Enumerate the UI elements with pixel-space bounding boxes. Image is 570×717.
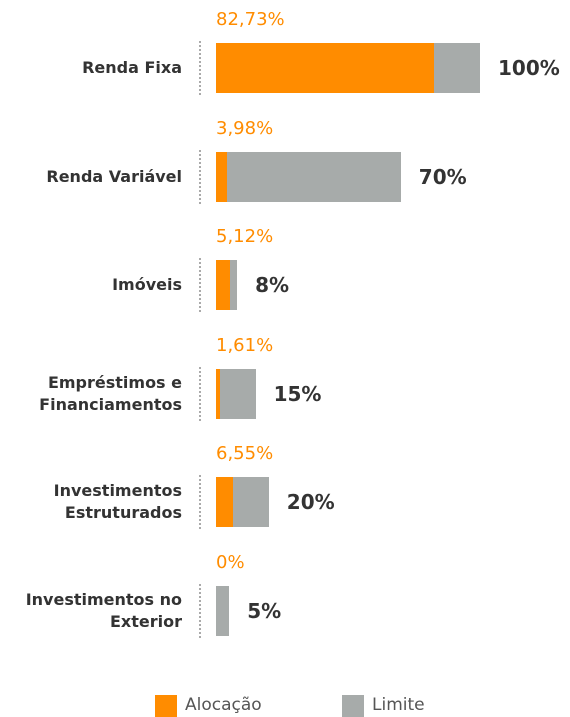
allocation-bar (216, 477, 234, 527)
allocation-label: 1,61% (216, 334, 274, 356)
limit-bar (216, 585, 230, 636)
allocation-label: 5,12% (216, 226, 274, 247)
limit-label: 100% (498, 56, 560, 80)
category-label: Investimentos Estruturados (53, 481, 182, 522)
limit-label: 20% (286, 490, 335, 514)
allocation-label: 3,98% (216, 117, 274, 139)
allocation-bar (216, 368, 221, 419)
limit-bar (216, 368, 256, 419)
legend-label: Limite (372, 695, 425, 715)
legend-swatch (342, 695, 364, 717)
category-label: Renda Fixa (82, 58, 182, 77)
separator (199, 258, 201, 312)
category-label: Imóveis (112, 275, 182, 294)
limit-label: 15% (273, 381, 322, 406)
separator (199, 475, 201, 529)
legend-swatch (155, 695, 177, 717)
allocation-label: 6,55% (216, 443, 274, 464)
allocation-label: 82,73% (216, 9, 285, 30)
allocation-bar (216, 260, 230, 310)
separator (199, 583, 201, 638)
allocation-label: 0% (216, 551, 245, 573)
category-label: Renda Variável (46, 166, 182, 186)
category-label: Empréstimos e Financiamentos (39, 372, 182, 414)
limit-label: 8% (255, 273, 290, 297)
limit-label: 5% (247, 598, 282, 623)
separator (199, 41, 201, 95)
separator (199, 149, 201, 204)
limit-bar (216, 151, 401, 202)
legend-label: Alocação (185, 695, 262, 715)
separator (199, 366, 201, 421)
allocation-bar (216, 43, 435, 93)
allocation-bar (216, 151, 227, 202)
limit-label: 70% (418, 164, 467, 189)
category-label: Investimentos no Exterior (25, 589, 182, 631)
